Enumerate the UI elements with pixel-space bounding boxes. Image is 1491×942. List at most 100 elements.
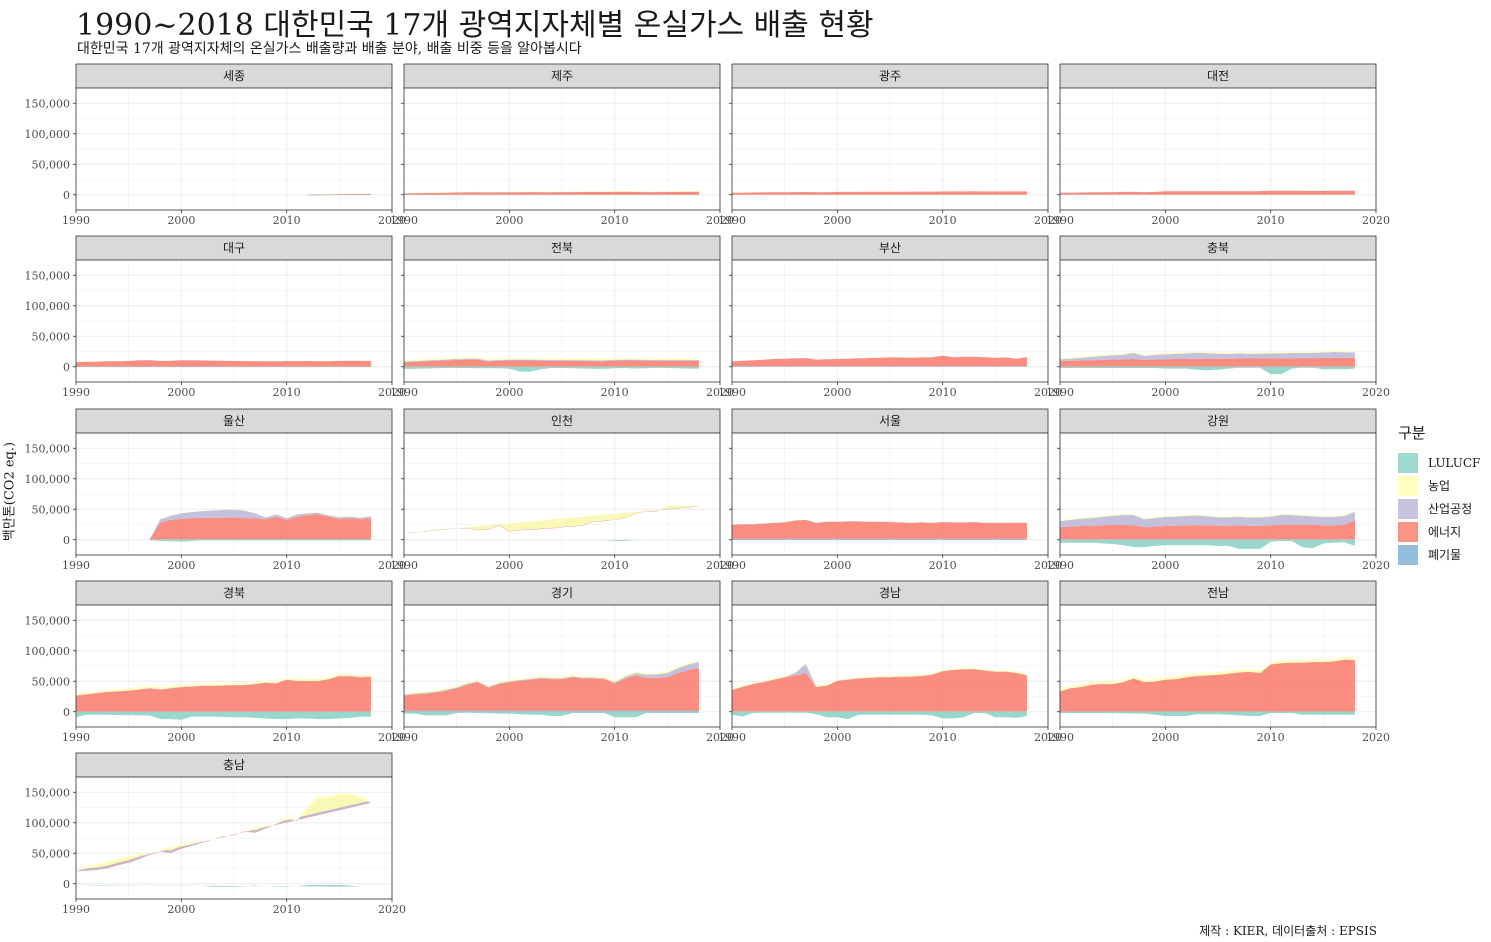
y-tick-label: 150,000 (25, 442, 71, 455)
x-tick-label: 2020 (706, 731, 734, 744)
panel-border (1059, 604, 1377, 728)
panel-border (731, 604, 1049, 728)
area-에너지 (76, 676, 371, 712)
panel-border (75, 604, 393, 728)
y-tick-label: 150,000 (25, 97, 71, 110)
y-tick-label: 100,000 (25, 300, 71, 313)
facet-strip-label: 대전 (1207, 69, 1229, 83)
x-tick-label: 1990 (718, 559, 746, 572)
facet-strip (75, 752, 393, 778)
x-tick-label: 2000 (495, 386, 523, 399)
facet-panel: 전북 1990 2000 2010 2020 (390, 235, 734, 399)
panel-border (75, 259, 393, 383)
x-tick-label: 2010 (1257, 731, 1285, 744)
area-LULUCF (76, 711, 371, 720)
area-산업공정 (1060, 511, 1355, 528)
x-tick-label: 2000 (167, 559, 195, 572)
x-tick-label: 1990 (62, 214, 90, 227)
facet-strip (75, 63, 393, 89)
x-tick-label: 2010 (601, 731, 629, 744)
facet-strip (403, 580, 721, 606)
panel-border (731, 432, 1049, 556)
legend-key (1398, 498, 1418, 519)
x-tick-label: 2000 (823, 386, 851, 399)
facet-strip (75, 235, 393, 261)
x-tick-label: 2020 (378, 903, 406, 916)
area-폐기물 (732, 366, 1027, 367)
y-tick-label: 0 (63, 361, 70, 374)
y-tick-label: 150,000 (25, 269, 71, 282)
facet-strip (731, 63, 1049, 89)
area-농업 (1060, 350, 1355, 360)
area-산업공정 (732, 191, 1027, 193)
area-농업 (404, 190, 699, 194)
facet-panel: 대구 1990 2000 2010 2020 0 50,000 100,000 150,000 (25, 235, 406, 399)
area-농업 (1060, 510, 1355, 522)
x-tick-label: 2020 (706, 386, 734, 399)
facet-strip (731, 580, 1049, 606)
legend-item: 에너지 (1398, 520, 1480, 543)
x-tick-label: 2000 (1151, 559, 1179, 572)
area-LULUCF (307, 194, 371, 196)
facet-strip-label: 충남 (223, 758, 245, 772)
area-LULUCF (404, 366, 699, 372)
facet-panel: 인천 1990 2000 2010 2020 (390, 408, 734, 572)
area-농업 (76, 674, 371, 696)
x-tick-label: 2010 (601, 214, 629, 227)
legend-key (1398, 544, 1418, 565)
legend-label: 폐기물 (1428, 548, 1462, 562)
facet-strip-label: 대구 (223, 241, 245, 255)
x-tick-label: 1990 (390, 559, 418, 572)
area-농업 (732, 662, 1027, 690)
facet-strip (403, 408, 721, 434)
facet-panel: 충북 1990 2000 2010 2020 (1046, 235, 1390, 399)
y-tick-label: 50,000 (32, 503, 71, 516)
legend-item: LULUCF (1398, 451, 1480, 474)
area-에너지 (76, 360, 371, 367)
x-tick-label: 1990 (390, 386, 418, 399)
x-tick-label: 2000 (495, 214, 523, 227)
x-tick-label: 2020 (1362, 386, 1390, 399)
area-LULUCF (1060, 711, 1355, 716)
y-tick-label: 100,000 (25, 473, 71, 486)
area-LULUCF (404, 711, 699, 718)
x-tick-label: 2000 (1151, 214, 1179, 227)
area-에너지 (732, 355, 1027, 367)
facet-strip-label: 세종 (223, 69, 245, 83)
y-tick-label: 50,000 (32, 675, 71, 688)
x-tick-label: 2000 (167, 731, 195, 744)
area-LULUCF (149, 539, 371, 542)
facet-strip-label: 부산 (879, 241, 901, 255)
area-산업공정 (76, 675, 371, 696)
area-에너지 (732, 519, 1027, 539)
y-tick-label: 50,000 (32, 158, 71, 171)
facet-panel: 세종 1990 2000 2010 2020 0 50,000 100,000 150,000 (25, 63, 406, 227)
x-tick-label: 2000 (167, 214, 195, 227)
x-tick-label: 2020 (706, 214, 734, 227)
legend-label: 산업공정 (1428, 502, 1473, 516)
x-tick-label: 2020 (378, 386, 406, 399)
facet-panel: 경기 1990 2000 2010 2020 (390, 580, 734, 744)
area-산업공정 (404, 358, 699, 363)
area-에너지 (404, 359, 699, 367)
panel-border (1059, 87, 1377, 211)
facet-strip (731, 408, 1049, 434)
facet-panel: 대전 1990 2000 2010 2020 (1046, 63, 1390, 227)
legend-items: LULUCF 농업 산업공정 에너지 폐기물 (1398, 451, 1480, 566)
x-tick-label: 2000 (167, 386, 195, 399)
x-tick-label: 2000 (823, 214, 851, 227)
area-에너지 (1060, 520, 1355, 540)
facet-panel: 울산 1990 2000 2010 2020 0 50,000 100,000 150,000 (25, 408, 406, 572)
facet-panel: 충남 1990 2000 2010 2020 0 50,000 100,000 150,000 (25, 752, 406, 916)
x-tick-label: 2010 (929, 731, 957, 744)
chart-caption: 제작 : KIER, 데이터출처 : EPSIS (1199, 924, 1377, 938)
x-tick-label: 2010 (601, 559, 629, 572)
area-에너지 (732, 669, 1027, 712)
x-tick-label: 1990 (390, 731, 418, 744)
panel-border (731, 259, 1049, 383)
x-tick-label: 2000 (1151, 731, 1179, 744)
facet-strip-label: 전남 (1207, 586, 1229, 600)
panel-border (403, 87, 721, 211)
panel-border (403, 259, 721, 383)
area-농업 (404, 357, 699, 362)
